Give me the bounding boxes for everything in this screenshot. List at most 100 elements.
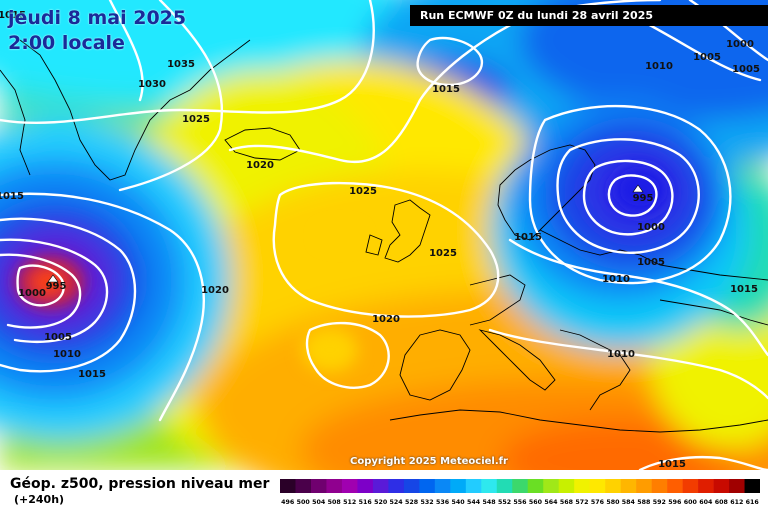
legend-swatch <box>481 479 498 493</box>
legend-tick-label: 556 <box>513 499 527 506</box>
legend-swatch <box>310 479 327 493</box>
low-markers <box>47 184 644 283</box>
legend-tick-label: 524 <box>390 499 404 506</box>
isobar-label: 1020 <box>246 160 274 171</box>
legend-swatch <box>698 479 714 493</box>
legend-tick-label: 504 <box>312 499 326 506</box>
legend-swatch <box>341 479 358 493</box>
isobar-label: 1015 <box>432 84 460 95</box>
isobar-label: 1005 <box>693 52 721 63</box>
legend-swatch <box>605 479 621 493</box>
legend-tick-label: 548 <box>482 499 495 506</box>
legend-tick-label: 564 <box>544 499 558 506</box>
isobar-label: 1010 <box>53 349 81 360</box>
legend-tick-label: 592 <box>653 499 666 506</box>
legend-tick-label: 496 <box>281 499 295 506</box>
isobar-label: 1015 <box>0 10 26 21</box>
legend-swatch <box>527 479 544 493</box>
color-scale-legend: 496 500 504 508 512 516 520 524 528 532 536 540 544 5… <box>280 479 760 506</box>
legend-swatch <box>729 479 745 493</box>
legend-tick-label: 584 <box>622 499 636 506</box>
legend-tick-label: 616 <box>746 499 760 506</box>
footer-bar: Géop. z500, pression niveau mer (+240h) … <box>0 470 768 512</box>
valid-date: jeudi 8 mai 2025 <box>8 7 187 29</box>
isobar-label: 995 <box>633 193 654 204</box>
coastlines <box>0 39 768 433</box>
legend-swatch <box>434 479 451 493</box>
pressure-labels: 1035 1030 1025 1020 1015 1015 1025 1025 … <box>0 10 760 470</box>
legend-tick-label: 552 <box>498 499 511 506</box>
legend-tick-label: 608 <box>715 499 728 506</box>
isobar-label: 1015 <box>514 232 542 243</box>
legend-swatch <box>403 479 420 493</box>
legend-tick-label: 512 <box>343 499 356 506</box>
isobar-label: 1030 <box>138 79 166 90</box>
isobar-label: 1035 <box>167 59 195 70</box>
legend-swatch <box>667 479 683 493</box>
legend-tick-label: 604 <box>699 499 713 506</box>
isobar-label: 1020 <box>372 314 400 325</box>
legend-swatch <box>713 479 730 493</box>
legend-tick-label: 572 <box>575 499 588 506</box>
isobar-label: 1005 <box>732 64 760 75</box>
legend-swatch <box>574 479 590 493</box>
legend-swatch <box>419 479 436 493</box>
legend-tick-label: 600 <box>684 499 698 506</box>
isobar-label: 1025 <box>349 186 377 197</box>
legend-swatch <box>388 479 405 493</box>
isobar-label: 1010 <box>607 349 635 360</box>
isobar-label: 1025 <box>429 248 457 259</box>
isobar-label: 1000 <box>18 288 46 299</box>
isobar-label: 1005 <box>44 332 72 343</box>
legend-tick-label: 500 <box>297 499 311 506</box>
legend-swatch <box>450 479 467 493</box>
isobar-label: 1005 <box>637 257 665 268</box>
copyright-notice: Copyright 2025 Meteociel.fr <box>350 456 508 467</box>
valid-time: 2:00 locale <box>8 32 125 54</box>
legend-swatch <box>280 479 296 493</box>
isobar-label: 1010 <box>645 61 673 72</box>
legend-tick-label: 576 <box>591 499 605 506</box>
isobar-label: 1000 <box>637 222 665 233</box>
legend-swatch <box>496 479 513 493</box>
isobars <box>0 0 768 470</box>
legend-tick-label: 544 <box>467 499 481 506</box>
legend-swatch <box>620 479 637 493</box>
legend-tick-label: 588 <box>637 499 650 506</box>
legend-swatch <box>744 479 760 493</box>
isobar-label: 1015 <box>730 284 758 295</box>
isobar-label: 1015 <box>78 369 106 380</box>
isobar-label: 1000 <box>726 39 754 50</box>
legend-tick-label: 560 <box>529 499 543 506</box>
legend-swatch <box>326 479 343 493</box>
isobar-label: 1010 <box>602 274 630 285</box>
legend-swatch <box>465 479 482 493</box>
parameter-title: Géop. z500, pression niveau mer <box>10 476 270 492</box>
legend-tick-label: 520 <box>374 499 388 506</box>
isobar-label: 995 <box>46 281 67 292</box>
lead-time: (+240h) <box>14 493 65 506</box>
isobar-label: 1015 <box>0 191 24 202</box>
legend-swatch <box>372 479 389 493</box>
legend-tick-label: 540 <box>451 499 465 506</box>
isobar-label: 1015 <box>658 459 686 470</box>
legend-tick-label: 516 <box>359 499 373 506</box>
legend-swatch <box>589 479 606 493</box>
legend-tick-label: 612 <box>730 499 743 506</box>
isobar-label: 1020 <box>201 285 229 296</box>
legend-tick-label: 580 <box>606 499 620 506</box>
legend-swatch <box>558 479 575 493</box>
legend-swatch <box>357 479 374 493</box>
legend-tick-label: 528 <box>405 499 418 506</box>
legend-tick-label: 568 <box>560 499 573 506</box>
legend-tick-label: 508 <box>328 499 341 506</box>
legend-tick-label: 596 <box>668 499 682 506</box>
legend-swatch <box>512 479 529 493</box>
legend-swatch <box>682 479 699 493</box>
forecast-map: 1035 1030 1025 1020 1015 1015 1025 1025 … <box>0 0 768 470</box>
run-info-banner: Run ECMWF 0Z du lundi 28 avril 2025 <box>410 5 768 26</box>
legend-swatch <box>636 479 652 493</box>
legend-swatch <box>651 479 668 493</box>
legend-tick-label: 536 <box>436 499 450 506</box>
